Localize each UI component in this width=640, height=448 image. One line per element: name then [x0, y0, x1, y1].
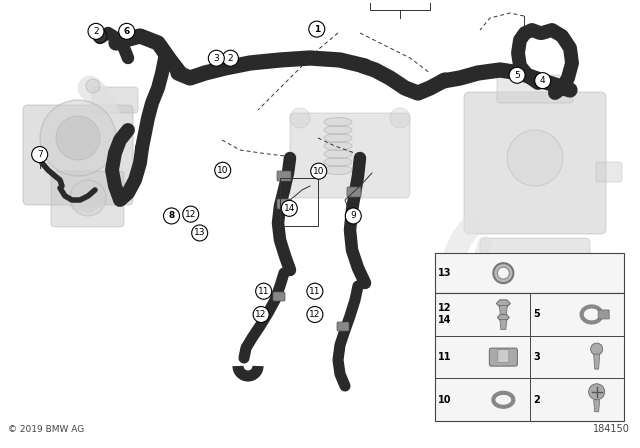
Text: 11: 11 — [438, 352, 452, 362]
Polygon shape — [500, 319, 507, 329]
Text: 7: 7 — [37, 150, 42, 159]
FancyBboxPatch shape — [277, 171, 291, 181]
Circle shape — [507, 130, 563, 186]
Text: 10: 10 — [438, 395, 452, 405]
Text: 13: 13 — [194, 228, 205, 237]
FancyBboxPatch shape — [290, 113, 410, 198]
Circle shape — [535, 73, 550, 89]
Circle shape — [86, 79, 100, 93]
Circle shape — [253, 306, 269, 323]
Ellipse shape — [324, 125, 352, 134]
Ellipse shape — [324, 117, 352, 126]
Text: 1: 1 — [314, 25, 320, 34]
Text: 6: 6 — [124, 27, 130, 36]
FancyBboxPatch shape — [273, 292, 285, 301]
Ellipse shape — [324, 134, 352, 142]
FancyBboxPatch shape — [92, 87, 138, 113]
FancyBboxPatch shape — [23, 105, 133, 205]
Circle shape — [223, 50, 238, 66]
Text: 14: 14 — [284, 204, 295, 213]
Circle shape — [346, 208, 362, 224]
FancyBboxPatch shape — [497, 75, 573, 103]
Circle shape — [33, 151, 43, 161]
Circle shape — [390, 108, 410, 128]
Text: 12: 12 — [185, 210, 196, 219]
FancyBboxPatch shape — [490, 348, 517, 366]
Circle shape — [164, 208, 179, 224]
Circle shape — [513, 256, 557, 300]
Text: 5: 5 — [515, 71, 520, 80]
Ellipse shape — [324, 158, 352, 167]
Circle shape — [591, 343, 603, 355]
Circle shape — [88, 23, 104, 39]
Polygon shape — [499, 306, 508, 315]
Text: 3: 3 — [214, 54, 219, 63]
FancyBboxPatch shape — [337, 322, 349, 331]
Ellipse shape — [324, 142, 352, 151]
Text: 184150: 184150 — [593, 424, 630, 434]
Circle shape — [40, 100, 116, 176]
FancyBboxPatch shape — [596, 162, 622, 182]
Circle shape — [311, 163, 327, 179]
Polygon shape — [594, 354, 600, 369]
Text: 4: 4 — [540, 76, 545, 85]
Text: 10: 10 — [217, 166, 228, 175]
Circle shape — [290, 108, 310, 128]
Polygon shape — [497, 314, 509, 321]
Text: 13: 13 — [438, 268, 452, 278]
Circle shape — [209, 50, 225, 66]
Text: 5: 5 — [533, 310, 540, 319]
Text: 3: 3 — [533, 352, 540, 362]
FancyBboxPatch shape — [51, 171, 124, 227]
Text: 10: 10 — [313, 167, 324, 176]
Circle shape — [282, 200, 298, 216]
FancyBboxPatch shape — [480, 238, 590, 323]
Circle shape — [307, 283, 323, 299]
Polygon shape — [497, 300, 510, 307]
Text: 12: 12 — [309, 310, 321, 319]
FancyBboxPatch shape — [435, 293, 624, 421]
Text: 2: 2 — [93, 27, 99, 36]
Text: 12: 12 — [438, 303, 452, 314]
Circle shape — [56, 116, 100, 160]
Text: 11: 11 — [309, 287, 321, 296]
Text: 2: 2 — [228, 54, 233, 63]
Circle shape — [192, 225, 207, 241]
FancyBboxPatch shape — [277, 199, 291, 209]
Circle shape — [497, 267, 509, 279]
FancyBboxPatch shape — [347, 187, 361, 197]
FancyBboxPatch shape — [598, 310, 609, 319]
Text: 2: 2 — [533, 395, 540, 405]
Circle shape — [589, 384, 605, 400]
Text: 12: 12 — [255, 310, 267, 319]
Circle shape — [183, 206, 198, 222]
Circle shape — [256, 283, 272, 299]
Text: 11: 11 — [258, 287, 269, 296]
Text: © 2019 BMW AG: © 2019 BMW AG — [8, 425, 84, 434]
Ellipse shape — [324, 165, 352, 175]
Text: 9: 9 — [351, 211, 356, 220]
Text: 8: 8 — [168, 211, 175, 220]
Circle shape — [32, 146, 47, 163]
Circle shape — [93, 29, 107, 43]
Circle shape — [493, 263, 513, 283]
Circle shape — [214, 162, 231, 178]
Circle shape — [307, 306, 323, 323]
Circle shape — [509, 67, 525, 83]
Ellipse shape — [324, 150, 352, 159]
Polygon shape — [594, 400, 600, 412]
FancyBboxPatch shape — [464, 92, 606, 234]
Text: 14: 14 — [438, 315, 452, 325]
FancyBboxPatch shape — [435, 253, 624, 293]
Circle shape — [309, 21, 325, 37]
FancyBboxPatch shape — [498, 349, 509, 362]
Circle shape — [70, 180, 106, 216]
Circle shape — [119, 23, 135, 39]
